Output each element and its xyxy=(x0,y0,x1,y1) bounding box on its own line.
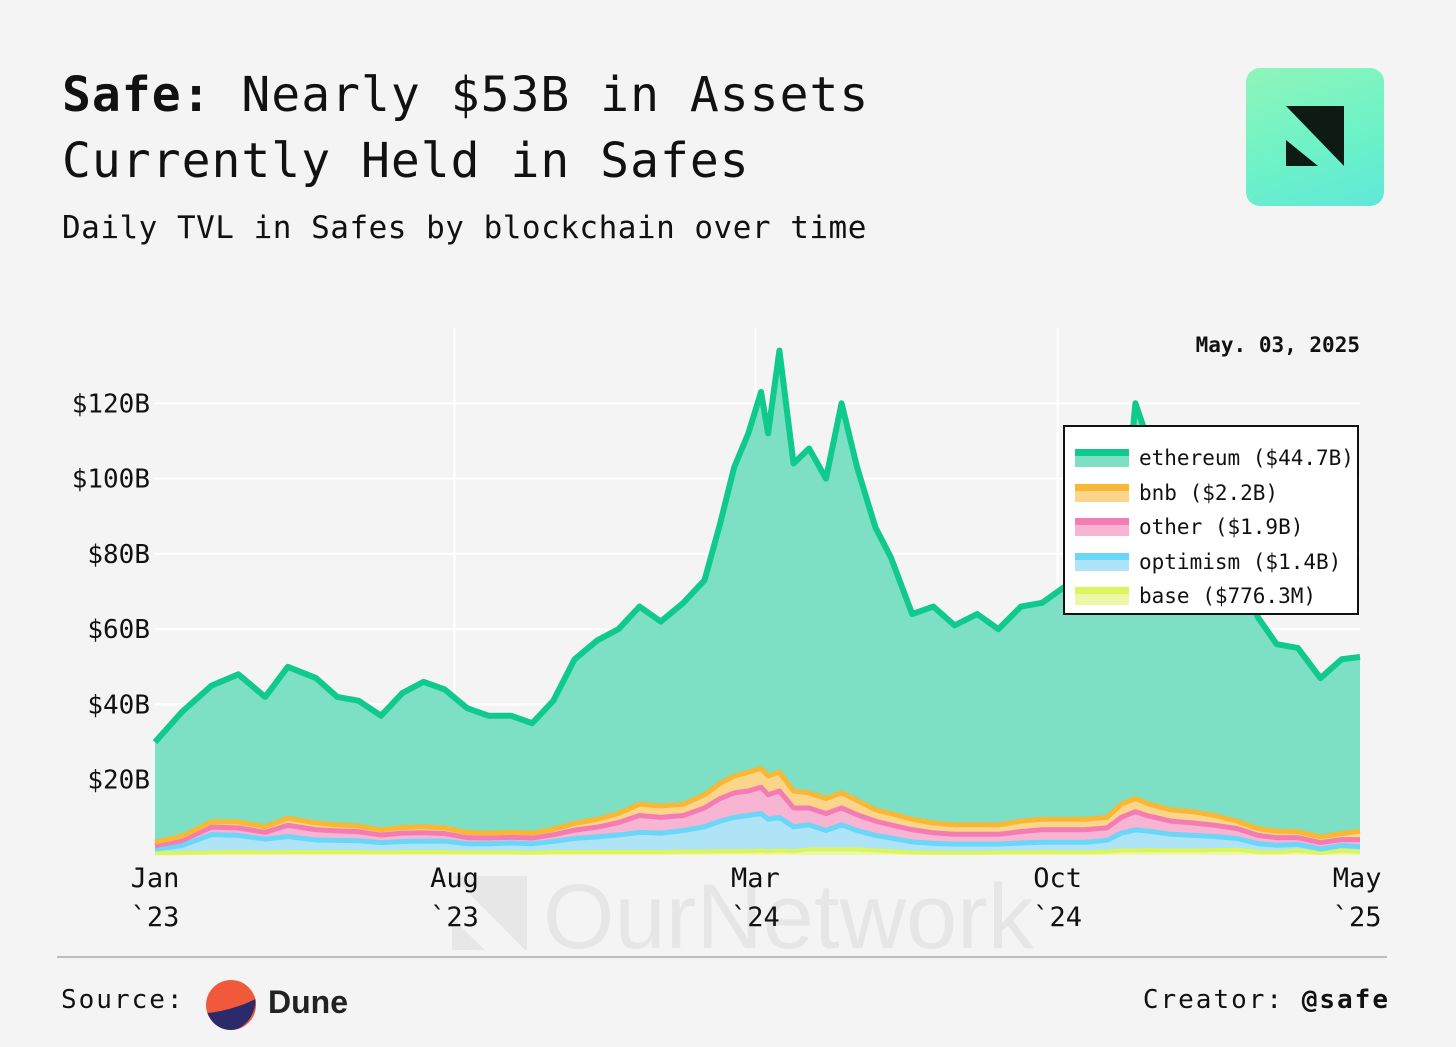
legend-item-other: other ($1.9B) xyxy=(1075,510,1357,545)
creator-label: Creator: xyxy=(1142,985,1285,1015)
chart-legend: ethereum ($44.7B) bnb ($2.2B) other ($1.… xyxy=(1063,425,1359,615)
chart-subtitle: Daily TVL in Safes by blockchain over ti… xyxy=(62,210,867,246)
x-tick-label-year: `23 xyxy=(131,902,180,933)
watermark-text: OurNetwork xyxy=(543,866,1035,950)
legend-label-ethereum: ethereum ($44.7B) xyxy=(1139,446,1354,471)
footer-divider xyxy=(57,956,1387,958)
x-tick-label: Aug xyxy=(430,863,479,894)
legend-swatch-other xyxy=(1075,518,1129,537)
legend-label-base: base ($776.3M) xyxy=(1139,584,1317,609)
legend-swatch-optimism xyxy=(1075,552,1129,571)
x-tick-label-year: `25 xyxy=(1333,902,1382,933)
area-ethereum xyxy=(155,350,1360,843)
source-name: Dune xyxy=(268,984,348,1020)
y-tick-label: $80B xyxy=(87,540,150,570)
legend-label-optimism: optimism ($1.4B) xyxy=(1139,549,1342,574)
x-tick-label: Jan xyxy=(131,863,180,894)
logo-mark-icon xyxy=(1286,106,1344,166)
area-other xyxy=(155,787,1360,849)
line-bnb xyxy=(154,765,1361,845)
legend-item-bnb: bnb ($2.2B) xyxy=(1075,476,1357,511)
y-tick-label: $100B xyxy=(72,465,150,495)
legend-swatch-base xyxy=(1075,587,1129,606)
chart-title: Safe: Nearly $53B in Assets Currently He… xyxy=(62,62,1062,194)
legend-label-other: other ($1.9B) xyxy=(1139,515,1304,540)
dune-logo-icon xyxy=(206,980,256,1030)
area-bnb xyxy=(155,768,1360,846)
x-tick-label: May xyxy=(1333,863,1382,894)
legend-label-bnb: bnb ($2.2B) xyxy=(1139,480,1279,505)
y-tick-label: $60B xyxy=(87,615,150,645)
legend-item-optimism: optimism ($1.4B) xyxy=(1075,545,1357,580)
chart-svg: OurNetwork $20B $40B $60B $80B $100B $120B Jan… xyxy=(72,328,1382,950)
legend-swatch-ethereum xyxy=(1075,449,1129,468)
x-tick-label: Oct xyxy=(1033,863,1082,894)
source-label: Source: xyxy=(61,985,185,1015)
chart-area: OurNetwork $20B $40B $60B $80B $100B $120B Jan… xyxy=(0,300,1456,950)
watermark: OurNetwork xyxy=(452,866,1035,950)
y-tick-label: $120B xyxy=(72,389,150,419)
x-tick-label: Mar xyxy=(731,863,780,894)
title-strong: Safe: xyxy=(62,67,212,123)
line-optimism xyxy=(154,811,1361,852)
x-tick-label-year: `24 xyxy=(731,902,780,933)
ournetwork-logo xyxy=(1246,68,1384,206)
creator-handle: @safe xyxy=(1301,985,1390,1015)
axis-layer: $20B $40B $60B $80B $100B $120B Jan `23 Aug `23 Ma… xyxy=(72,389,1382,933)
y-tick-label: $20B xyxy=(87,766,150,796)
x-tick-label-year: `24 xyxy=(1033,902,1082,933)
legend-item-base: base ($776.3M) xyxy=(1075,579,1357,614)
creator-credit: Creator: @safe xyxy=(1143,985,1390,1015)
date-label: May. 03, 2025 xyxy=(1196,333,1360,357)
x-tick-label-year: `23 xyxy=(430,902,479,933)
title-rest: Nearly $53B in Assets Currently Held in … xyxy=(62,67,870,189)
legend-swatch-bnb xyxy=(1075,483,1129,502)
y-tick-label: $40B xyxy=(87,690,150,720)
line-other xyxy=(154,784,1360,849)
line-base xyxy=(155,847,1361,856)
legend-item-ethereum: ethereum ($44.7B) xyxy=(1075,441,1357,476)
